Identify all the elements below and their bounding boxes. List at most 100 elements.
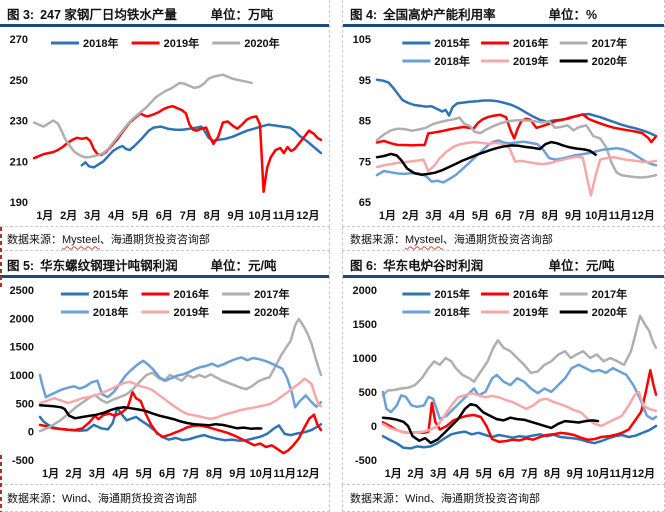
x-tick-label: 5月 — [476, 467, 493, 480]
x-tick-label: 6月 — [495, 209, 512, 222]
legend-label: 2019年 — [513, 305, 548, 319]
x-tick-label: 1月 — [42, 467, 59, 480]
figure-4-header: 图 4: 全国高炉产能利用率 单位：% — [343, 0, 664, 24]
figure-label: 图 4: — [350, 7, 378, 22]
figure-panel-3: 图 3: 247 家钢厂日均铁水产量 单位：万吨 270 250 230 210 190… — [0, 0, 330, 227]
x-tick-label: 2月 — [407, 467, 424, 480]
y-tick-label: 2000 — [10, 313, 34, 325]
x-tick-label: 5月 — [472, 209, 489, 222]
x-tick-label: 10月 — [585, 209, 608, 222]
y-tick-label: -500 — [12, 455, 34, 467]
data-source-text: 数据来源：Wind、海通期货投资咨询部 — [7, 493, 198, 505]
series-line-2017年 — [375, 116, 658, 179]
series-line-2016年 — [381, 368, 658, 444]
x-tick-label: 2月 — [402, 209, 419, 222]
legend-label: 2016年 — [513, 36, 548, 50]
y-tick-label: 85 — [359, 116, 371, 128]
legend-label: 2016年 — [173, 287, 208, 301]
legend-label: 2019年 — [513, 54, 548, 68]
y-tick-label: 0 — [28, 427, 34, 439]
y-tick-label: 0 — [371, 421, 377, 433]
series-line-2015年 — [38, 406, 323, 442]
x-tick-label: 10月 — [250, 467, 273, 480]
title-rule — [343, 24, 664, 27]
legend-label: 2015年 — [434, 287, 469, 301]
source-figure-6: 数据来源：Wind、海通期货投资咨询部 — [342, 485, 665, 512]
y-tick-label: 190 — [10, 197, 28, 209]
legend-label: 2018年 — [434, 54, 469, 68]
x-tick-label: 3月 — [84, 209, 101, 222]
x-tick-label: 11月 — [273, 209, 296, 222]
chart-eaf-offpeak-profit: 2000 1500 1000 500 0 -500 1月 2月 3月 4月 5月 6月 7月 8月 9月 10… — [343, 278, 664, 486]
x-tick-label: 9月 — [567, 467, 584, 480]
x-tick-label: 4月 — [108, 209, 125, 222]
y-tick-label: 250 — [10, 75, 28, 87]
figure-unit: 单位：% — [548, 7, 598, 22]
legend-label: 2020年 — [244, 36, 279, 50]
figure-title: 全国高炉产能利用率 — [383, 7, 496, 22]
series-line-2019年 — [375, 140, 658, 197]
x-tick-label: 7月 — [518, 209, 535, 222]
x-tick-label: 8月 — [204, 209, 221, 222]
source-figure-3: 数据来源：Mysteel、海通期货投资咨询部 — [0, 227, 330, 251]
figure-unit: 单位：元/吨 — [548, 258, 615, 273]
legend-label: 2018年 — [93, 305, 128, 319]
series-line-2015年 — [375, 78, 658, 138]
x-tick-label: 10月 — [586, 467, 609, 480]
vendor-name: Wind — [405, 493, 431, 505]
data-source-text: 数据来源：Mysteel、海通期货投资咨询部 — [350, 233, 553, 246]
figure-unit: 单位：万吨 — [210, 7, 274, 22]
x-tick-label: 3月 — [89, 467, 106, 480]
series-line-2019年 — [38, 377, 323, 421]
series-line-2016年 — [38, 390, 323, 455]
x-tick-label: 9月 — [565, 209, 582, 222]
figure-6-header: 图 6: 华东电炉谷时利润 单位：元/吨 — [343, 251, 664, 275]
y-tick-label: 270 — [10, 34, 28, 46]
series-line-2020年 — [32, 73, 253, 159]
chart-canvas: 2000 1500 1000 500 0 -500 1月 2月 3月 4月 5月 6月 7月 8月 9月 10… — [353, 285, 658, 480]
x-tick-label: 8月 — [542, 209, 559, 222]
legend-label: 2017年 — [592, 287, 627, 301]
x-tick-label: 1月 — [36, 209, 53, 222]
x-tick-label: 6月 — [498, 467, 515, 480]
y-tick-label: 1500 — [353, 319, 377, 331]
chart-iron-output: 270 250 230 210 190 1月 2月 3月 4月 5月 6月 7月 8月 9月 10月 11月 1… — [0, 27, 329, 228]
y-tick-label: 95 — [359, 75, 371, 87]
revision-bar — [0, 227, 2, 290]
x-tick-label: 8月 — [544, 467, 561, 480]
figure-panel-4: 图 4: 全国高炉产能利用率 单位：% 105 95 85 75 65 1月 2月 3月 4月 5… — [342, 0, 665, 227]
x-tick-label: 7月 — [521, 467, 538, 480]
legend-label: 2020年 — [592, 54, 627, 68]
y-tick-label: 105 — [353, 34, 371, 46]
figure-panel-5: 图 5: 华东螺纹钢理计吨钢利润 单位：元/吨 2500 2000 1500 1000… — [0, 251, 330, 485]
vendor-name: Wind — [62, 493, 88, 505]
series-line-2015年 — [381, 424, 658, 450]
series-line-2019年 — [32, 104, 323, 194]
legend-label: 2019年 — [173, 305, 208, 319]
x-tick-label: 11月 — [273, 467, 296, 480]
y-tick-label: 1500 — [10, 342, 34, 354]
legend-label: 2017年 — [254, 287, 289, 301]
x-tick-label: 7月 — [182, 467, 199, 480]
y-tick-label: 1000 — [10, 370, 34, 382]
figure-title: 华东螺纹钢理计吨钢利润 — [40, 258, 178, 273]
legend-label: 2015年 — [93, 287, 128, 301]
legend-label: 2015年 — [434, 36, 469, 50]
y-tick-label: 210 — [10, 156, 28, 168]
source-figure-5: 数据来源：Wind、海通期货投资咨询部 — [0, 485, 330, 512]
x-tick-label: 8月 — [206, 467, 223, 480]
revision-bar — [0, 455, 2, 512]
y-tick-label: 1000 — [353, 353, 377, 365]
x-tick-label: 5月 — [136, 467, 153, 480]
series-line-2018年 — [38, 356, 323, 409]
chart-rebar-profit: 2500 2000 1500 1000 500 0 -500 1月 2月 3月 4月 5月 6月 7月 8月… — [0, 278, 329, 486]
source-figure-4: 数据来源：Mysteel、海通期货投资咨询部 — [342, 227, 665, 251]
y-tick-label: 75 — [359, 156, 371, 168]
data-source-text: 数据来源：Wind、海通期货投资咨询部 — [350, 493, 541, 505]
figure-label: 图 5: — [7, 258, 35, 273]
x-tick-label: 12月 — [632, 467, 655, 480]
series-line-2019年 — [381, 390, 658, 435]
x-tick-label: 12月 — [296, 209, 319, 222]
legend-label: 2017年 — [592, 36, 627, 50]
chart-blast-furnace-utilization: 105 95 85 75 65 1月 2月 3月 4月 5月 6月 7月 8月 9月 10月 11月 12月 20… — [343, 27, 664, 228]
